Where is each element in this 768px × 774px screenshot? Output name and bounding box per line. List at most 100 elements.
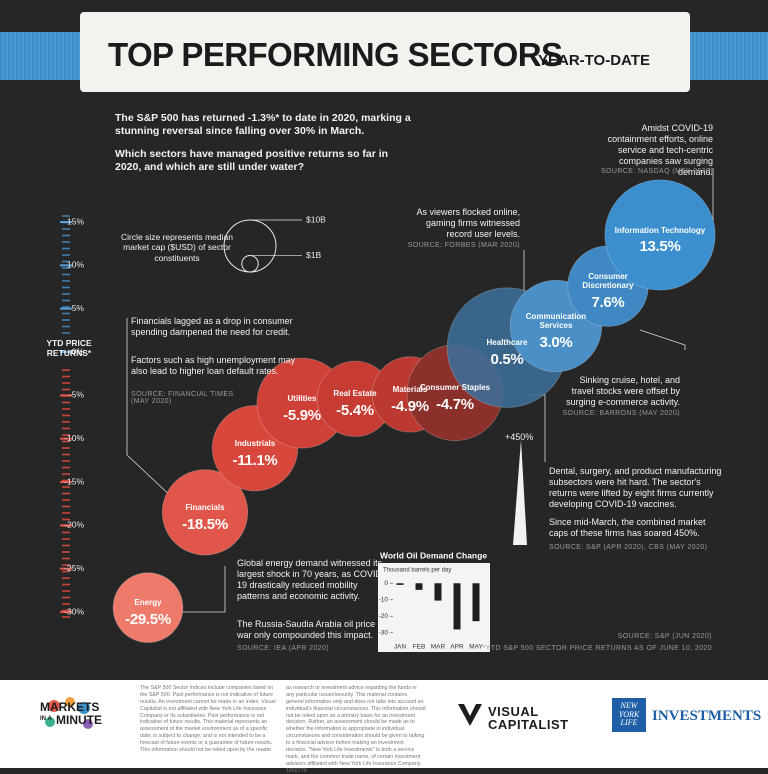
bubble-name: Energy bbox=[134, 598, 162, 608]
chart: 15% 10% 5% 0% -5% -10% -15% -20% -25% -30% $10B $1B… bbox=[60, 168, 716, 652]
bubble bbox=[604, 179, 716, 291]
inset-subtitle: Thousand barrels per day bbox=[383, 568, 451, 574]
bubble-value: -4.9% bbox=[391, 397, 429, 415]
bubble-label: Communication Services 3.0% bbox=[516, 280, 596, 372]
size-legend-circle bbox=[241, 255, 259, 273]
inset-y-tick-label: -10 bbox=[379, 596, 389, 603]
brand: MARKETS bbox=[40, 700, 100, 714]
y-tick-label: 15% bbox=[67, 216, 84, 226]
bubble-label: Consumer Discretionary 7.6% bbox=[574, 246, 643, 327]
subtitle: YEAR-TO-DATE bbox=[538, 52, 650, 69]
y-axis-label: YTD PRICE RETURNS* bbox=[46, 338, 92, 359]
source: SOURCE: FINANCIAL TIMES (MAY 2020) bbox=[131, 391, 234, 405]
annotation: As viewers flocked online, gaming firms … bbox=[416, 207, 520, 239]
annotation: The Russia-Saudia Arabia oil price war o… bbox=[237, 619, 376, 640]
source: SOURCE: BARRONS (MAY 2020) bbox=[562, 410, 680, 417]
connector bbox=[182, 566, 226, 613]
sponsor-logo: NEW YORK LIFE bbox=[612, 698, 646, 732]
bar bbox=[396, 583, 404, 585]
y-tick-label: -30% bbox=[64, 606, 84, 616]
bubble-label: Consumer Staples -4.7% bbox=[413, 345, 497, 441]
bubble-value: -18.5% bbox=[182, 515, 228, 533]
bubble-name: Communication Services bbox=[525, 312, 587, 330]
annotation: Since mid-March, the combined market cap… bbox=[549, 517, 706, 538]
source: SOURCE: S&P (JUN 2020) bbox=[617, 633, 712, 640]
bubble-label: Utilities -5.9% bbox=[263, 358, 341, 448]
inset-x-tick-label: MAR bbox=[431, 644, 446, 651]
bubble-label: Information Technology 13.5% bbox=[611, 180, 709, 290]
y-tick-label: -15% bbox=[64, 476, 84, 486]
bubble-name: Industrials bbox=[234, 438, 276, 448]
connector bbox=[639, 329, 686, 350]
bubble-value: -4.7% bbox=[436, 396, 474, 414]
inset-y-tick-label: -20 bbox=[379, 613, 389, 620]
y-tick-label: -10% bbox=[64, 433, 84, 443]
spike-label: +450% bbox=[505, 432, 534, 442]
y-tick-label: -20% bbox=[64, 520, 84, 530]
bubble-name: Materials bbox=[392, 385, 428, 395]
inset-x-tick-label: APR bbox=[450, 644, 464, 651]
source: SOURCE: FORBES (MAR 2020) bbox=[407, 242, 520, 249]
y-tick-label: 10% bbox=[67, 260, 84, 270]
bubble-name: Consumer Staples bbox=[419, 383, 491, 393]
bar bbox=[434, 583, 442, 601]
inset-y-tick-label: -30 bbox=[379, 629, 389, 636]
y-tick-label: -5% bbox=[69, 390, 85, 400]
intro: Which sectors have managed positive retu… bbox=[115, 148, 389, 173]
brand: MINUTE bbox=[56, 713, 102, 727]
bubble bbox=[112, 572, 184, 643]
bubble-label: Industrials -11.1% bbox=[218, 405, 291, 490]
bubble-value: -5.4% bbox=[336, 402, 374, 420]
bar bbox=[453, 583, 461, 630]
sponsor: INVESTMENTS bbox=[652, 708, 762, 724]
disclaimer: The S&P 500 Sector Indices include compa… bbox=[140, 685, 276, 753]
inset-title: World Oil Demand Change bbox=[380, 550, 487, 560]
bubble-value: -11.1% bbox=[232, 451, 278, 469]
bubble-name: Consumer Discretionary bbox=[582, 272, 634, 291]
brand-logo bbox=[45, 697, 93, 729]
bubble-name: Financials bbox=[185, 502, 225, 512]
y-tick-label: -25% bbox=[64, 563, 84, 573]
bubble-name: Healthcare bbox=[486, 338, 528, 348]
header-box bbox=[80, 12, 690, 92]
source: SOURCE: IEA (APR 2020) bbox=[237, 645, 330, 652]
bubble-label: Energy -29.5% bbox=[119, 573, 177, 643]
inset-y-tick-label: 0 bbox=[384, 580, 388, 587]
title: TOP PERFORMING SECTORS bbox=[108, 36, 563, 73]
disclaimer: as research or investment advice regardi… bbox=[286, 685, 426, 774]
connector bbox=[126, 318, 176, 501]
size-legend-label: $1B bbox=[306, 250, 321, 260]
source: SOURCE: NASDAQ (MAY 2020) bbox=[600, 168, 713, 175]
publisher: CAPITALIST bbox=[488, 717, 569, 732]
bubble-value: 13.5% bbox=[639, 238, 681, 256]
annotation: Factors such as high unemployment may al… bbox=[131, 355, 296, 376]
publisher: VISUAL bbox=[488, 704, 539, 719]
annotation: Financials lagged as a drop in consumer … bbox=[131, 316, 293, 337]
inset-x-tick-label: FEB bbox=[413, 644, 426, 651]
brand: IN A bbox=[40, 716, 52, 722]
bubble-name: Utilities bbox=[287, 393, 317, 403]
bubble-label: Financials -18.5% bbox=[168, 470, 241, 555]
y-tick-label: 5% bbox=[72, 303, 85, 313]
bubble-name: Real Estate bbox=[333, 389, 377, 399]
bubble-label: Healthcare 0.5% bbox=[453, 288, 561, 408]
annotation: Global energy demand witnessed its large… bbox=[237, 558, 386, 601]
inset-panel bbox=[378, 563, 490, 652]
y-tick-label: 0% bbox=[72, 346, 85, 356]
bubble-value: -29.5% bbox=[125, 611, 171, 629]
bubble-label: Real Estate -5.4% bbox=[323, 361, 386, 436]
size-note: Circle size represents median market cap… bbox=[121, 232, 233, 263]
footnote: *YTD S&P 500 SECTOR PRICE RETURNS AS OF … bbox=[482, 645, 712, 652]
bubble-value: 7.6% bbox=[591, 293, 625, 311]
annotation: Amidst COVID-19 containment efforts, onl… bbox=[607, 123, 713, 177]
bubble-label: Materials -4.9% bbox=[378, 357, 441, 432]
source: SOURCE: S&P (APR 2020), CBS (MAY 2020) bbox=[549, 544, 708, 551]
bubble-value: 0.5% bbox=[490, 351, 524, 369]
size-legend-label: $10B bbox=[306, 214, 326, 224]
publisher-logo bbox=[458, 704, 482, 726]
bubble-value: -5.9% bbox=[283, 406, 321, 424]
inset-x-tick-label: JAN bbox=[394, 644, 407, 651]
bubble-value: 3.0% bbox=[539, 333, 573, 351]
intro: The S&P 500 has returned -1.3%* to date … bbox=[115, 112, 411, 137]
